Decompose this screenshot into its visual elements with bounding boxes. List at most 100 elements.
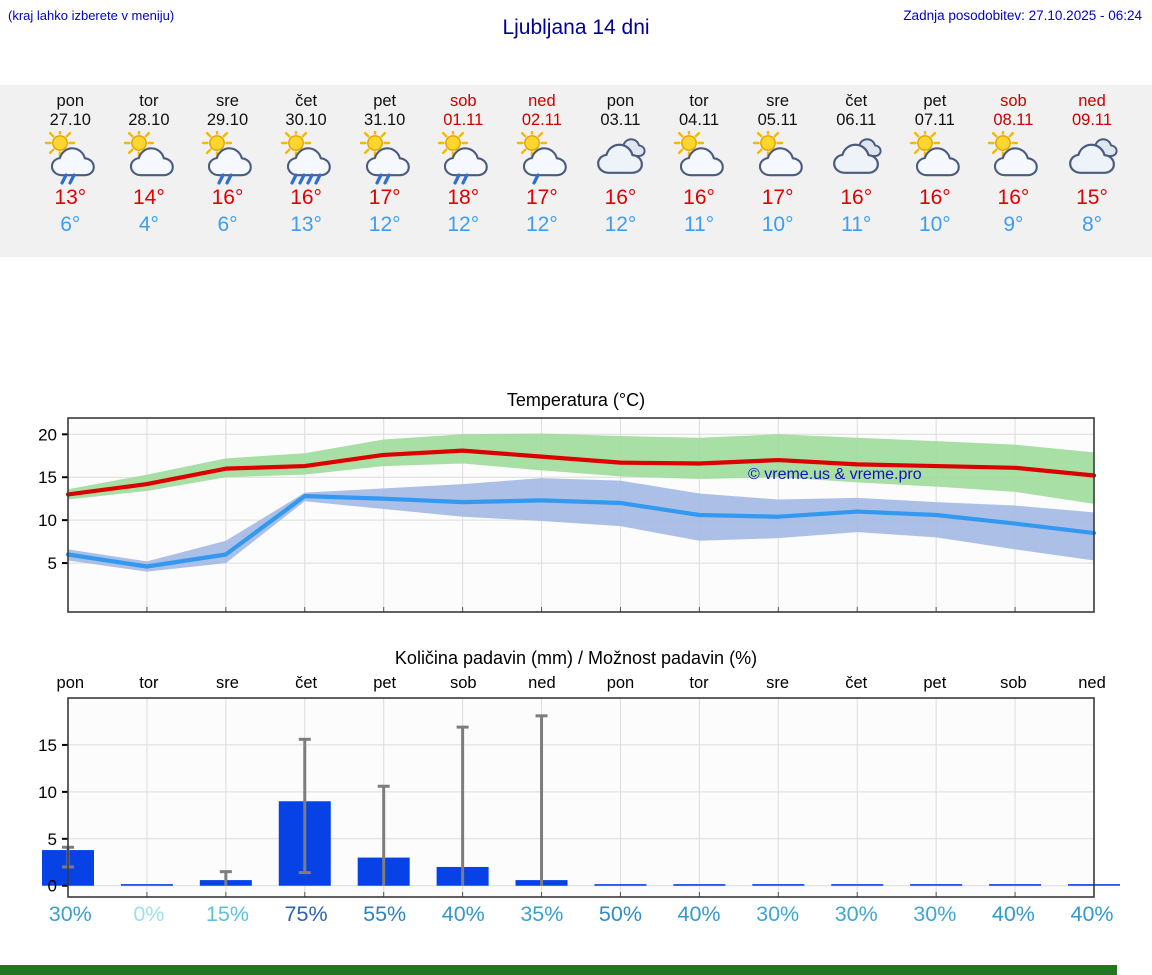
precip-probability: 50% (598, 902, 642, 926)
precip-day-label: čet (845, 674, 868, 692)
day-date: 08.11 (993, 111, 1034, 129)
day-date: 01.11 (443, 111, 484, 129)
day-name: sre (766, 92, 790, 110)
day-name: sob (1000, 92, 1027, 110)
day-column[interactable]: sre 29.10 16° 6° (188, 85, 267, 257)
high-temp: 17° (525, 186, 558, 209)
low-temp: 8° (1081, 213, 1103, 236)
day-date: 28.10 (128, 111, 170, 129)
weather-icon-sun-cloud-rain (202, 131, 253, 185)
raindrop-icon (314, 173, 322, 185)
day-date: 30.10 (285, 111, 327, 129)
day-name: tor (139, 92, 159, 110)
high-temp: 16° (211, 186, 244, 209)
raindrop-icon (383, 173, 391, 185)
high-temp: 16° (604, 186, 637, 209)
low-temp: 12° (525, 213, 558, 236)
day-name: tor (689, 92, 709, 110)
precip-probability: 30% (48, 902, 92, 926)
precip-probability: 40% (441, 902, 485, 926)
day-name: ned (528, 92, 556, 110)
weather-icon-sun-cloud (123, 131, 174, 177)
low-temp: 4° (138, 213, 159, 236)
cloud-icon (679, 147, 724, 177)
low-temp: 13° (290, 213, 322, 236)
day-name: čet (845, 92, 868, 110)
precip-probability: 0% (133, 902, 165, 926)
cloud-icon (286, 147, 331, 177)
temperature-chart: 5 10 15 20 © vreme.us & vreme.pro (38, 417, 1097, 613)
day-column[interactable]: sre 05.11 17° 10° (738, 85, 817, 257)
low-temp: 6° (60, 213, 81, 236)
low-temp: 10° (918, 213, 951, 236)
day-date: 27.10 (49, 111, 91, 129)
sun-icon (516, 131, 548, 159)
precip-day-label: sob (1000, 674, 1027, 692)
high-temp: 16° (290, 186, 322, 209)
day-strip: pon 27.10 13° 6° tor 28.10 14° 4° sre 29.10 16° 6° č… (0, 85, 1152, 257)
svg-text:5: 5 (48, 830, 57, 849)
precip-bar (989, 884, 1042, 886)
precip-bar (594, 884, 647, 886)
precip-bar (120, 884, 173, 886)
day-column[interactable]: sob 08.11 16° 9° (974, 85, 1053, 257)
low-temp: 10° (761, 213, 794, 236)
last-updated-text: Zadnja posodobitev: 27.10.2025 - 06:24 (903, 8, 1142, 23)
day-name: sob (449, 92, 477, 110)
min-temperature-line (65, 494, 1097, 569)
sun-icon (359, 131, 390, 159)
precip-probabilities: 30% 0% 15% 75% 55% 40% 35% 50% 40% 30% 30% 30% 40% 40… (0, 902, 1152, 927)
day-column[interactable]: pet 31.10 17° 12° (345, 85, 424, 257)
day-date: 03.11 (600, 111, 641, 129)
svg-text:0: 0 (48, 877, 57, 896)
weather-icon-sun-cloud (909, 131, 960, 177)
weather-icon-cloudy (597, 138, 647, 174)
svg-text:15: 15 (38, 736, 57, 755)
weather-icon-sun-cloud-rain (45, 131, 96, 185)
high-temp: 13° (54, 186, 87, 209)
precip-day-label: ned (1078, 674, 1106, 692)
day-column[interactable]: pet 07.11 16° 10° (896, 85, 975, 257)
raindrop-icon (225, 173, 234, 185)
precip-day-label: pet (373, 674, 397, 692)
day-date: 04.11 (679, 111, 720, 129)
day-name: pet (923, 92, 947, 110)
precip-probability: 40% (991, 902, 1035, 926)
day-column[interactable]: pon 03.11 16° 12° (581, 85, 660, 257)
weather-icon-sun-cloud-rain (359, 131, 410, 185)
cloud-icon (915, 147, 960, 177)
low-temp: 6° (217, 213, 238, 236)
precip-probability: 55% (363, 902, 407, 926)
min-temperature-band (68, 478, 1094, 572)
svg-text:15: 15 (38, 468, 57, 487)
precipitation-chart: 0 5 10 15 (38, 697, 1120, 898)
cloud-icon (833, 143, 880, 174)
day-column[interactable]: pon 27.10 13° 6° (31, 85, 110, 257)
day-column[interactable]: ned 02.11 17° 12° (503, 85, 582, 257)
day-column[interactable]: tor 28.10 14° 4° (110, 85, 189, 257)
precip-day-label: sre (216, 674, 239, 692)
raindrop-icon (375, 173, 383, 185)
weather-icon-sun-cloud (752, 131, 803, 177)
raindrop-icon (290, 173, 298, 185)
raindrop-icon (217, 173, 226, 185)
day-column[interactable]: tor 04.11 16° 11° (660, 85, 739, 257)
day-column[interactable]: ned 09.11 15° 8° (1053, 85, 1132, 257)
day-column[interactable]: čet 30.10 16° 13° (267, 85, 346, 257)
max-temperature-line (65, 448, 1097, 497)
day-column[interactable]: čet 06.11 16° 11° (817, 85, 896, 257)
day-column[interactable]: sob 01.11 18° 12° (424, 85, 503, 257)
day-date: 02.11 (521, 111, 562, 129)
precip-day-label: tor (689, 674, 709, 692)
day-date: 07.11 (914, 111, 955, 129)
precip-probability: 40% (677, 902, 721, 926)
precip-bar (752, 884, 805, 886)
precip-day-label: pon (56, 674, 85, 692)
high-temp: 15° (1076, 186, 1108, 209)
day-name: čet (295, 92, 318, 110)
precip-probability: 30% (913, 902, 957, 926)
low-temp: 12° (604, 213, 637, 236)
low-temp: 11° (841, 213, 872, 236)
raindrop-icon (461, 173, 469, 185)
precipitation-chart-title: Količina padavin (mm) / Možnost padavin … (394, 648, 758, 668)
